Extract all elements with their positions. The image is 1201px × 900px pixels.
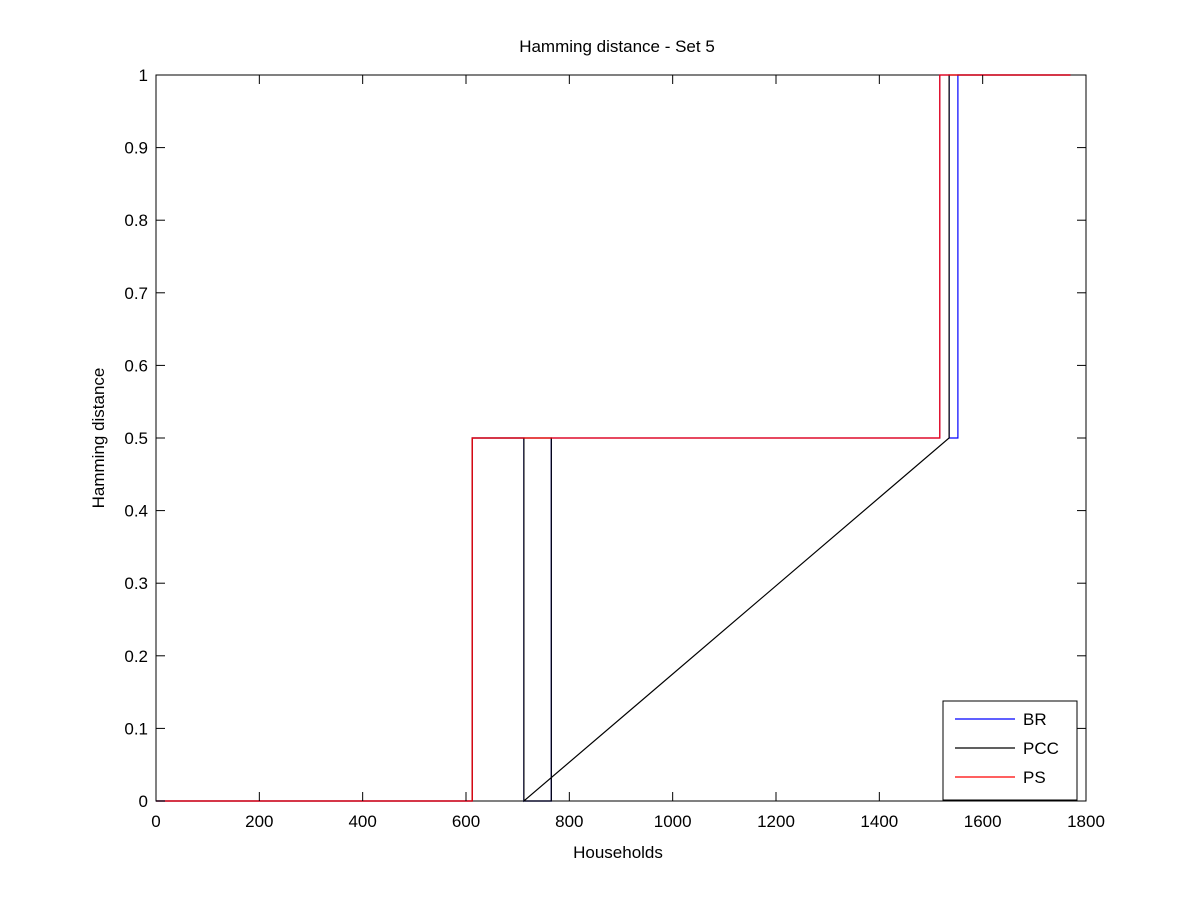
y-tick-label: 0.1	[124, 719, 148, 738]
x-tick-label: 1800	[1067, 812, 1105, 831]
x-tick-label: 200	[245, 812, 273, 831]
legend-label: BR	[1023, 710, 1047, 729]
y-tick-label: 1	[139, 66, 148, 85]
y-tick-label: 0.8	[124, 211, 148, 230]
y-tick-label: 0	[139, 792, 148, 811]
legend-label: PCC	[1023, 739, 1059, 758]
x-tick-label: 1400	[860, 812, 898, 831]
y-tick-label: 0.9	[124, 139, 148, 158]
y-axis-label: Hamming distance	[89, 368, 108, 509]
legend-label: PS	[1023, 768, 1046, 787]
x-tick-label: 1200	[757, 812, 795, 831]
legend-box	[942, 700, 1078, 801]
legend: BR PCC PS	[942, 700, 1078, 801]
x-axis-label: Households	[573, 843, 663, 862]
y-tick-label: 0.2	[124, 647, 148, 666]
y-tick-label: 0.4	[124, 502, 148, 521]
y-tick-label: 0.3	[124, 574, 148, 593]
chart-title: Hamming distance - Set 5	[519, 37, 715, 56]
y-tick-label: 0.5	[124, 429, 148, 448]
x-tick-label: 0	[151, 812, 160, 831]
ticks-layer: 0 200 400 600 800 1000 1200 1400 1600 1800 0 0.1 0.2…	[124, 66, 1105, 831]
x-tick-label: 400	[348, 812, 376, 831]
y-tick-label: 0.6	[124, 356, 148, 375]
series-line-ps	[156, 74, 1071, 802]
y-tick-label: 0.7	[124, 284, 148, 303]
x-tick-label: 1000	[654, 812, 692, 831]
series-layer	[156, 74, 1071, 803]
x-tick-label: 800	[555, 812, 583, 831]
x-tick-label: 1600	[964, 812, 1002, 831]
x-tick-label: 600	[452, 812, 480, 831]
